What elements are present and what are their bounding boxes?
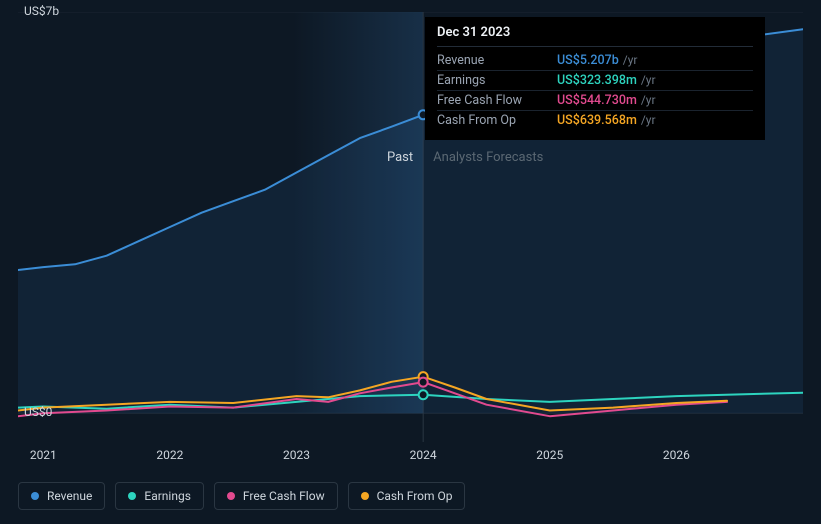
- x-axis-labels: 2021 2022 2023 2024 2025 2026: [18, 448, 803, 466]
- tooltip-row-suffix: /yr: [641, 93, 656, 107]
- tooltip-row: Cash From OpUS$639.568m/yr: [437, 111, 753, 130]
- legend-item-cfo[interactable]: Cash From Op: [348, 482, 466, 510]
- tooltip-row-value: US$544.730m: [557, 93, 637, 108]
- x-tick-label: 2025: [536, 448, 563, 462]
- legend-item-earnings[interactable]: Earnings: [115, 482, 204, 510]
- legend-item-fcf[interactable]: Free Cash Flow: [214, 482, 338, 510]
- x-tick-label: 2022: [156, 448, 183, 462]
- legend: Revenue Earnings Free Cash Flow Cash From O…: [18, 482, 465, 510]
- legend-swatch: [361, 492, 369, 500]
- tooltip-row: RevenueUS$5.207b/yr: [437, 51, 753, 71]
- past-phase-label: Past: [387, 150, 413, 165]
- legend-item-revenue[interactable]: Revenue: [18, 482, 105, 510]
- tooltip-row: EarningsUS$323.398m/yr: [437, 71, 753, 91]
- legend-label: Free Cash Flow: [243, 489, 325, 503]
- tooltip-row-value: US$5.207b: [557, 53, 619, 68]
- x-tick-label: 2023: [283, 448, 310, 462]
- tooltip-row-suffix: /yr: [641, 113, 656, 127]
- tooltip-row-label: Revenue: [437, 53, 557, 68]
- legend-label: Cash From Op: [377, 489, 453, 503]
- x-tick-label: 2026: [663, 448, 690, 462]
- tooltip-row-label: Cash From Op: [437, 113, 557, 128]
- legend-swatch: [227, 492, 235, 500]
- y-tick-label: US$7b: [24, 4, 59, 18]
- tooltip-row-suffix: /yr: [623, 53, 638, 67]
- y-tick-label: US$0: [24, 405, 52, 419]
- legend-label: Earnings: [144, 489, 191, 503]
- financials-forecast-chart: US$7bUS$0 202120222023202420252026 Past …: [0, 0, 821, 524]
- tooltip-date: Dec 31 2023: [437, 25, 753, 47]
- marker-earnings: [419, 390, 428, 399]
- forecast-phase-label: Analysts Forecasts: [433, 150, 543, 165]
- tooltip-row: Free Cash FlowUS$544.730m/yr: [437, 91, 753, 111]
- x-tick-label: 2021: [30, 448, 57, 462]
- tooltip-row-label: Earnings: [437, 73, 557, 88]
- legend-label: Revenue: [47, 489, 92, 503]
- legend-swatch: [31, 492, 39, 500]
- tooltip-row-label: Free Cash Flow: [437, 93, 557, 108]
- marker-fcf: [419, 378, 428, 387]
- x-tick-label: 2024: [410, 448, 437, 462]
- tooltip-row-value: US$323.398m: [557, 73, 637, 88]
- legend-swatch: [128, 492, 136, 500]
- tooltip-row-suffix: /yr: [641, 73, 656, 87]
- data-tooltip: Dec 31 2023 RevenueUS$5.207b/yrEarningsU…: [425, 17, 765, 140]
- tooltip-row-value: US$639.568m: [557, 113, 637, 128]
